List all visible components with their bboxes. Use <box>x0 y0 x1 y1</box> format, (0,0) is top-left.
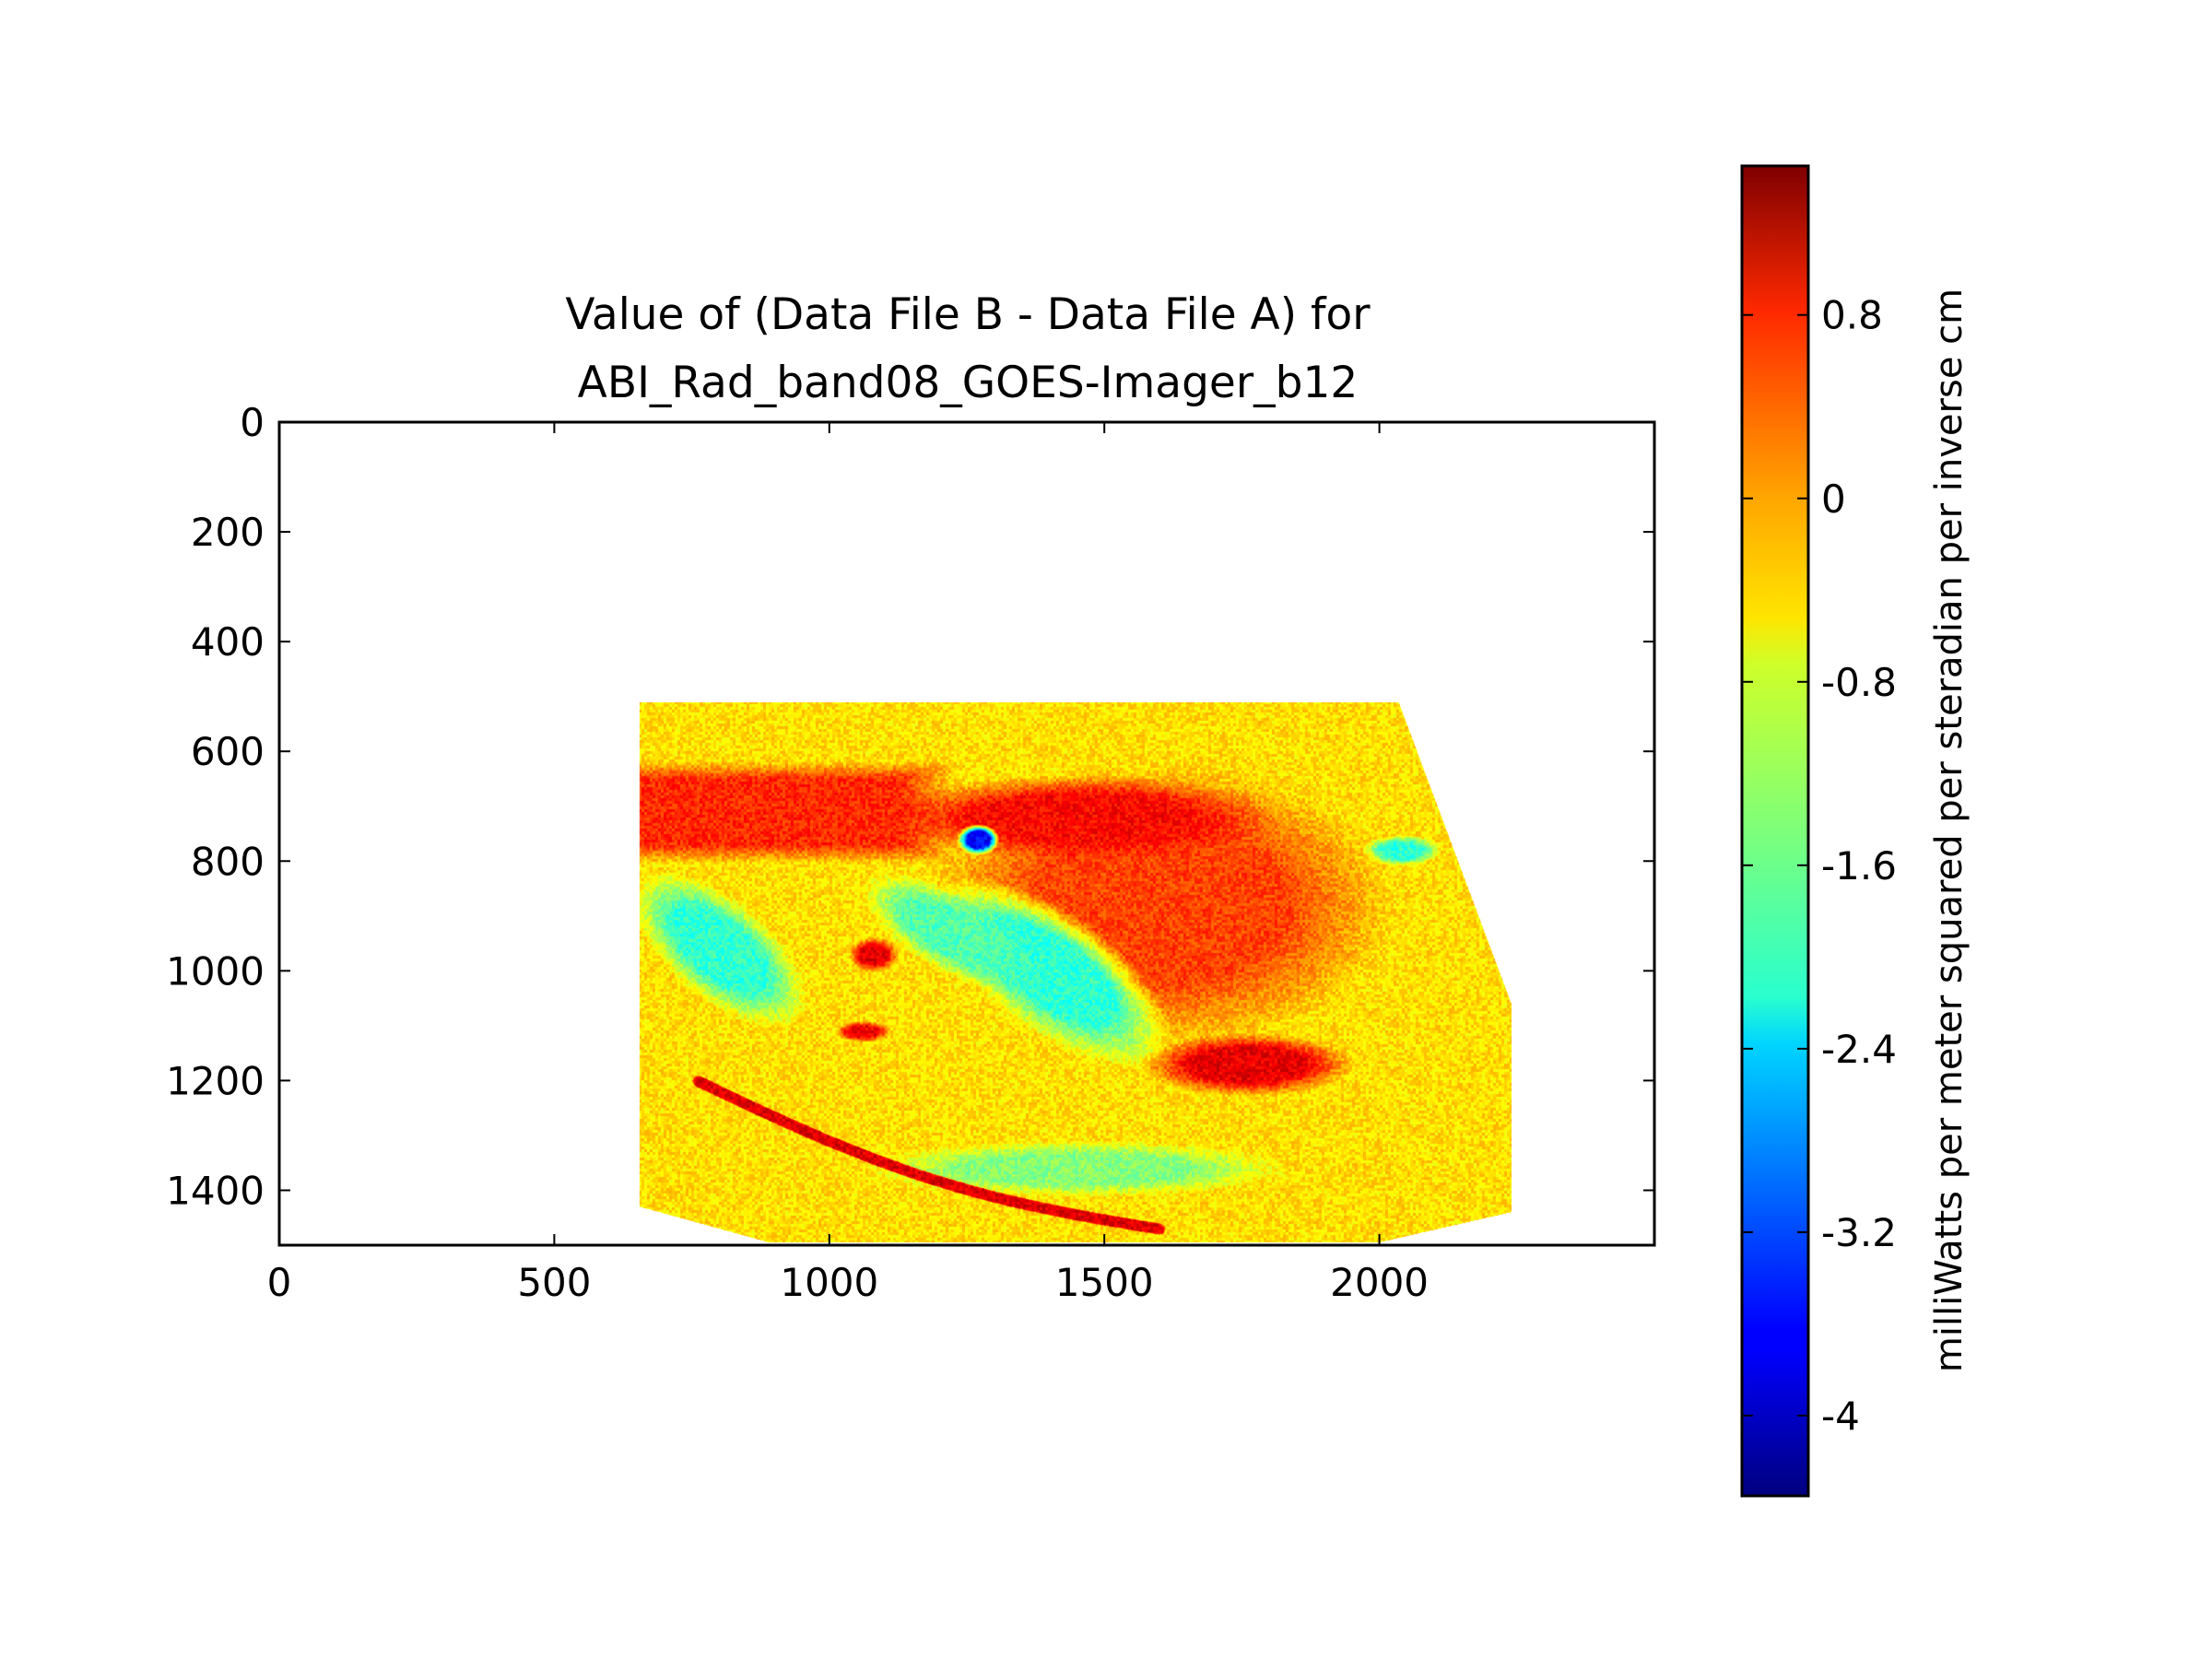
colorbar-tick-label: -0.8 <box>1821 660 1897 705</box>
colorbar: 0.8 0 -0.8 -1.6 -2.4 -3.2 -4 milliWatts per me… <box>1740 164 1971 1498</box>
y-tick-label: 1400 <box>166 1168 265 1213</box>
plot-frame <box>277 420 1656 1247</box>
x-axis: 0 500 1000 1500 2000 <box>267 422 1429 1305</box>
colorbar-ticks: 0.8 0 -0.8 -1.6 -2.4 -3.2 -4 <box>1742 293 1897 1439</box>
chart-title-line2: ABI_Rad_band08_GOES-Imager_b12 <box>578 358 1359 408</box>
y-tick-label: 1200 <box>166 1058 265 1103</box>
y-tick-label: 0 <box>240 400 265 445</box>
colorbar-label: milliWatts per meter squared per steradi… <box>1928 288 1971 1372</box>
x-tick-label: 1500 <box>1055 1260 1154 1305</box>
y-tick-label: 600 <box>191 729 265 774</box>
chart-title: Value of (Data File B - Data File A) for… <box>565 289 1371 408</box>
y-tick-label: 1000 <box>166 948 265 994</box>
colorbar-frame <box>1740 164 1810 1498</box>
colorbar-gradient <box>1742 166 1808 1496</box>
y-axis: 0 200 400 600 800 1000 1200 1400 <box>166 400 1654 1213</box>
colorbar-tick-label: 0 <box>1821 477 1846 522</box>
y-tick-label: 800 <box>191 839 265 884</box>
colorbar-tick-label: -3.2 <box>1821 1210 1897 1255</box>
x-tick-label: 0 <box>267 1260 292 1305</box>
y-tick-label: 200 <box>191 510 265 555</box>
colorbar-tick-label: 0.8 <box>1821 293 1883 338</box>
heatmap-image <box>279 422 1654 1245</box>
x-tick-label: 2000 <box>1330 1260 1429 1305</box>
heatmap-raster <box>279 422 1654 1245</box>
x-tick-label: 500 <box>517 1260 591 1305</box>
chart-title-line1: Value of (Data File B - Data File A) for <box>565 289 1371 340</box>
colorbar-tick-label: -4 <box>1821 1394 1860 1439</box>
colorbar-tick-label: -2.4 <box>1821 1027 1897 1072</box>
y-tick-label: 400 <box>191 619 265 665</box>
x-tick-label: 1000 <box>780 1260 878 1305</box>
colorbar-tick-label: -1.6 <box>1821 843 1897 888</box>
